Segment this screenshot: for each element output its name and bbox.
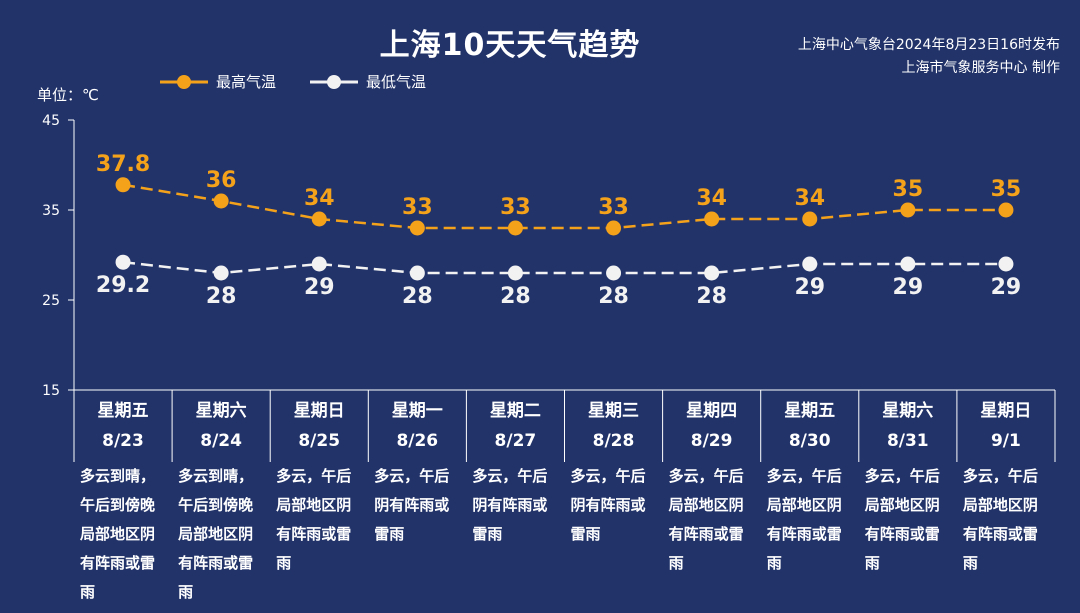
y-tick-label: 15 <box>42 383 60 399</box>
series-low-line <box>122 260 1006 275</box>
date-tick-label: 8/27 <box>494 431 537 451</box>
series-high-point <box>115 177 131 193</box>
series-low-data-label: 28 <box>500 284 531 309</box>
weather-description: 多云，午后局部地区阴有阵雨或雷雨 <box>864 467 940 572</box>
series-low-data-label: 29 <box>893 275 924 300</box>
series-low-point <box>409 265 425 281</box>
series-low-data-label: 29.2 <box>96 273 150 298</box>
legend-high-label: 最高气温 <box>216 73 277 91</box>
series-high-point <box>311 211 327 227</box>
series-high-data-label: 35 <box>991 177 1022 202</box>
date-tick-label: 8/23 <box>102 431 144 451</box>
series-low-point <box>311 256 327 272</box>
source-line-2: 上海市气象服务中心 制作 <box>901 60 1060 76</box>
series-high-data-label: 33 <box>598 195 629 220</box>
series-high-point <box>704 211 720 227</box>
legend-low-marker-icon <box>310 74 358 89</box>
series-low-point <box>704 265 720 281</box>
weather-description: 多云到晴，午后到傍晚局部地区阴有阵雨或雷雨 <box>80 467 156 601</box>
legend-low-label: 最低气温 <box>366 73 427 91</box>
day-header: 星期四 8/29 <box>663 396 761 456</box>
weather-description: 多云，午后局部地区阴有阵雨或雷雨 <box>668 467 744 572</box>
day-header: 星期日 8/25 <box>270 396 368 456</box>
weather-description: 多云，午后局部地区阴有阵雨或雷雨 <box>766 467 842 572</box>
date-tick-label: 8/25 <box>298 431 341 451</box>
weekday-label: 星期二 <box>489 401 541 421</box>
series-high-data-label: 34 <box>304 186 335 211</box>
weekday-label: 星期日 <box>980 401 1032 421</box>
y-tick-label: 35 <box>42 203 60 219</box>
source-info: 上海中心气象台2024年8月23日16时发布 上海市气象服务中心 制作 <box>798 34 1060 80</box>
day-header: 星期日 9/1 <box>957 396 1055 456</box>
unit-label: 单位：℃ <box>37 86 99 104</box>
weather-description: 多云，午后阴有阵雨或雷雨 <box>472 467 548 543</box>
day-header: 星期二 8/27 <box>466 396 564 456</box>
date-tick-label: 8/31 <box>886 431 929 451</box>
weather-description: 多云到晴，午后到傍晚局部地区阴有阵雨或雷雨 <box>178 467 254 601</box>
series-high-point <box>507 220 523 236</box>
series-high-point <box>409 220 425 236</box>
day-header: 星期六 8/24 <box>172 396 270 456</box>
date-tick-label: 8/30 <box>788 431 831 451</box>
series-low-point <box>802 256 818 272</box>
series-high-point <box>900 202 916 218</box>
series-low-data-label: 29 <box>304 275 335 300</box>
date-tick-label: 8/28 <box>592 431 635 451</box>
date-tick-label: 9/1 <box>990 431 1021 451</box>
day-header: 星期三 8/28 <box>565 396 663 456</box>
series-low-data-label: 28 <box>696 284 727 309</box>
series-high-point <box>213 193 229 209</box>
series-high-data-label: 33 <box>402 195 433 220</box>
series-high-data-label: 37.8 <box>96 152 150 177</box>
series-low-point <box>900 256 916 272</box>
weekday-label: 星期五 <box>784 401 836 421</box>
weather-description: 多云，午后阴有阵雨或雷雨 <box>374 467 450 543</box>
series-high-data-label: 34 <box>696 186 727 211</box>
series-high-data-label: 34 <box>794 186 825 211</box>
weekday-label: 星期六 <box>882 401 934 421</box>
day-header: 星期六 8/31 <box>859 396 957 456</box>
series-high-point <box>606 220 622 236</box>
date-tick-label: 8/26 <box>396 431 439 451</box>
series-low-point <box>507 265 523 281</box>
series-high-point <box>802 211 818 227</box>
date-tick-label: 8/24 <box>200 431 242 451</box>
day-header: 星期五 8/30 <box>761 396 859 456</box>
weekday-label: 星期三 <box>588 401 639 421</box>
series-low-data-label: 28 <box>402 284 433 309</box>
weekday-label: 星期日 <box>293 401 345 421</box>
series-high-point <box>998 202 1014 218</box>
series-low-data-label: 29 <box>794 275 825 300</box>
day-header: 星期一 8/26 <box>368 396 466 456</box>
series-high-data-label: 36 <box>206 168 237 193</box>
source-line-1: 上海中心气象台2024年8月23日16时发布 <box>797 37 1060 53</box>
date-tick-label: 8/29 <box>690 431 733 451</box>
weekday-label: 星期一 <box>391 401 443 421</box>
legend-item-high: 最高气温 <box>160 71 276 92</box>
day-header: 星期五 8/23 <box>74 396 172 456</box>
series-low-point <box>606 265 622 281</box>
series-low-data-label: 29 <box>991 275 1022 300</box>
weather-description: 多云，午后局部地区阴有阵雨或雷雨 <box>962 467 1038 572</box>
legend-high-marker-icon <box>160 74 208 89</box>
series-high-data-label: 35 <box>893 177 924 202</box>
weekday-label: 星期五 <box>97 401 149 421</box>
series-low-data-label: 28 <box>598 284 629 309</box>
series-low-data-label: 28 <box>206 284 237 309</box>
weekday-label: 星期四 <box>686 401 738 421</box>
chart-title: 上海10天天气趋势 <box>379 28 641 63</box>
y-tick-label: 25 <box>42 293 60 309</box>
series-low-point <box>998 256 1014 272</box>
series-high-line <box>122 183 1006 230</box>
weather-description: 多云，午后阴有阵雨或雷雨 <box>570 467 646 543</box>
weekday-label: 星期六 <box>195 401 247 421</box>
series-low-point <box>213 265 229 281</box>
series-high-data-label: 33 <box>500 195 531 220</box>
legend-item-low: 最低气温 <box>310 71 426 92</box>
weather-description: 多云，午后局部地区阴有阵雨或雷雨 <box>276 467 352 572</box>
y-tick-label: 45 <box>42 113 60 129</box>
series-low-point <box>115 254 131 270</box>
